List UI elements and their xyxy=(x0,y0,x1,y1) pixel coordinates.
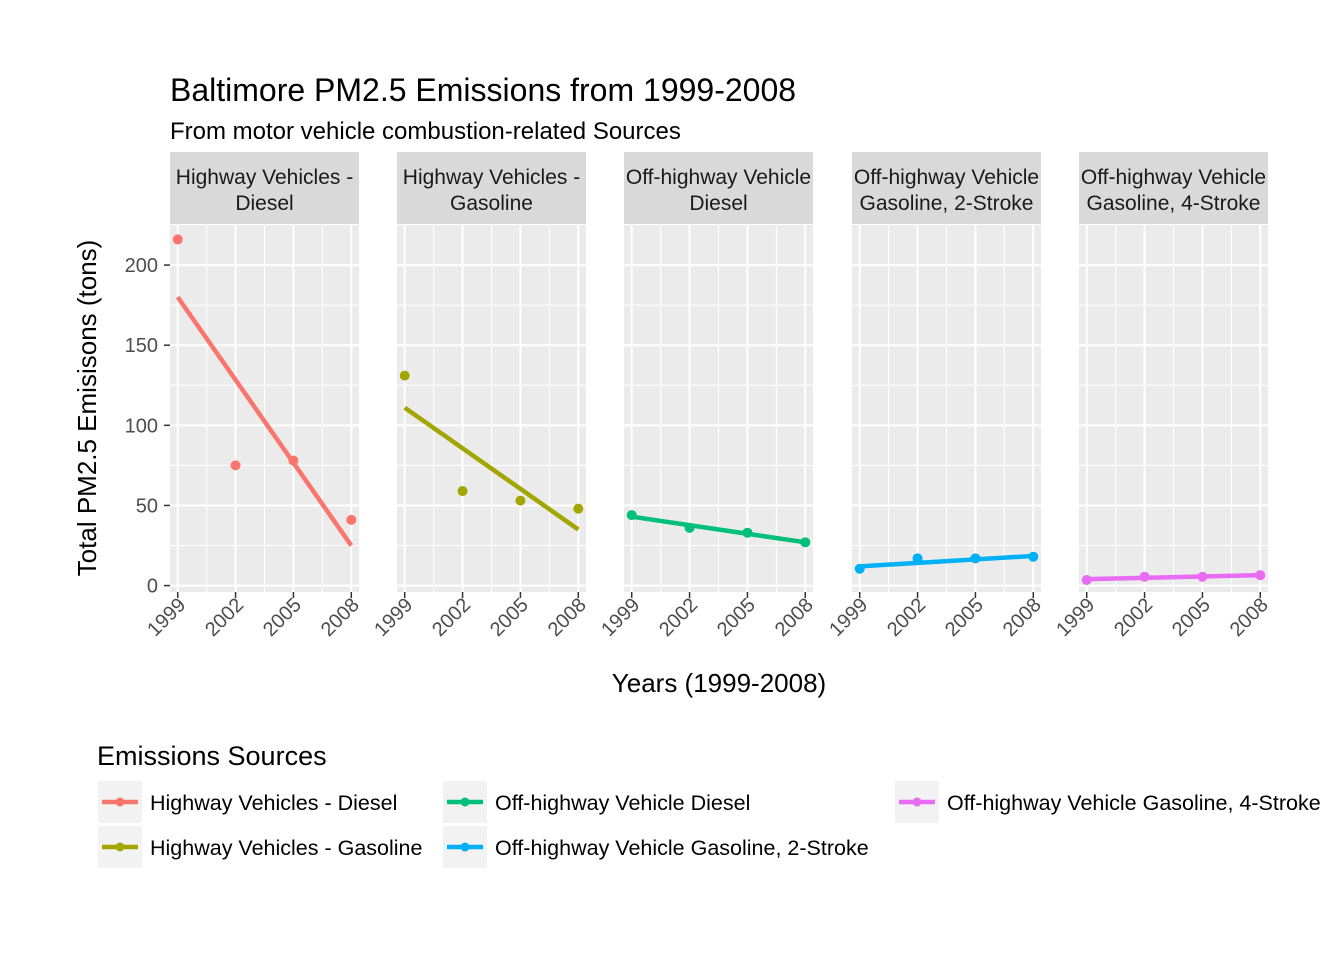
legend-key-point xyxy=(115,842,125,852)
legend-key-point xyxy=(115,797,125,807)
x-tick-label: 1999 xyxy=(370,594,417,641)
facet-panel: Off-highway Vehicle Gasoline, 2-Stroke 199… xyxy=(825,152,1046,641)
x-tick-label: 2002 xyxy=(655,594,702,641)
facet-strip xyxy=(624,152,813,224)
facet-strip-label: Highway Vehicles - xyxy=(176,166,353,189)
facet-strip-label: Off-highway Vehicle xyxy=(626,166,811,189)
y-tick-label: 50 xyxy=(136,495,158,517)
data-point xyxy=(230,460,241,471)
x-tick-label: 2005 xyxy=(486,594,533,641)
data-point xyxy=(515,495,526,506)
legend-key-point xyxy=(912,797,922,807)
facet-strip-label: Off-highway Vehicle xyxy=(854,166,1039,189)
data-point xyxy=(854,563,865,574)
facet-strip-label: Gasoline, 2-Stroke xyxy=(860,192,1034,215)
legend: Highway Vehicles - Diesel Highway Vehicle… xyxy=(98,781,1321,868)
x-tick-label: 2002 xyxy=(201,594,248,641)
x-tick-label: 2005 xyxy=(941,594,988,641)
data-point xyxy=(684,522,695,533)
legend-item: Highway Vehicles - Diesel xyxy=(98,781,397,823)
chart-title: Baltimore PM2.5 Emissions from 1999-2008 xyxy=(170,72,796,108)
facet-strip xyxy=(170,152,359,224)
legend-label: Off-highway Vehicle Diesel xyxy=(495,791,750,815)
facet-panel: Highway Vehicles - Diesel 1999 2002 2005 2008 xyxy=(143,152,364,641)
facet-strip-label: Diesel xyxy=(235,192,293,215)
data-point xyxy=(1255,570,1266,581)
legend-key-point xyxy=(460,842,470,852)
x-tick-label: 1999 xyxy=(597,594,644,641)
x-tick-label: 1999 xyxy=(143,594,190,641)
facet-panel: Off-highway Vehicle Gasoline, 4-Stroke 199… xyxy=(1052,152,1273,641)
facet-panel: Highway Vehicles - Gasoline 1999 2002 2005 20… xyxy=(370,152,591,641)
data-point xyxy=(626,510,637,521)
x-tick-label: 1999 xyxy=(825,594,872,641)
y-tick-label: 0 xyxy=(147,576,158,598)
y-tick-label: 200 xyxy=(125,255,158,277)
facet-panel: Off-highway Vehicle Diesel 1999 2002 2005 200… xyxy=(597,152,818,641)
x-axis-title: Years (1999-2008) xyxy=(612,668,826,698)
facet-strip xyxy=(852,152,1041,224)
data-point xyxy=(1081,574,1092,585)
y-tick-label: 150 xyxy=(125,335,158,357)
y-axis-title: Total PM2.5 Emisisons (tons) xyxy=(72,240,102,577)
x-tick-label: 2005 xyxy=(1168,594,1215,641)
x-tick-label: 2008 xyxy=(544,594,591,641)
x-tick-label: 2008 xyxy=(771,594,818,641)
facet-strip-label: Diesel xyxy=(689,192,747,215)
data-point xyxy=(1028,551,1039,562)
x-tick-label: 2008 xyxy=(317,594,364,641)
data-point xyxy=(172,234,183,245)
trend-line xyxy=(1086,572,1261,582)
data-point xyxy=(1197,571,1208,582)
x-tick-label: 1999 xyxy=(1052,594,1099,641)
data-point xyxy=(800,537,811,548)
legend-label: Off-highway Vehicle Gasoline, 4-Stroke xyxy=(947,791,1321,815)
x-tick-label: 2008 xyxy=(1226,594,1273,641)
legend-key-point xyxy=(460,797,470,807)
x-tick-label: 2005 xyxy=(713,594,760,641)
facet-strip xyxy=(397,152,586,224)
trend-line xyxy=(175,295,354,547)
facet-strip-label: Off-highway Vehicle xyxy=(1081,166,1266,189)
legend-label: Highway Vehicles - Gasoline xyxy=(150,836,422,860)
data-point xyxy=(742,527,753,538)
facet-strip xyxy=(1079,152,1268,224)
facet-strip-label: Highway Vehicles - xyxy=(403,166,580,189)
data-point xyxy=(399,370,410,381)
trend-line xyxy=(403,405,580,532)
legend-item: Off-highway Vehicle Gasoline, 2-Stroke xyxy=(443,826,869,868)
facet-strip-label: Gasoline, 4-Stroke xyxy=(1087,192,1261,215)
data-point xyxy=(457,486,468,497)
x-tick-label: 2008 xyxy=(999,594,1046,641)
y-axis: 0 50 100 150 200 xyxy=(125,255,170,598)
data-point xyxy=(346,514,357,525)
data-point xyxy=(912,553,923,564)
legend-item: Off-highway Vehicle Diesel xyxy=(443,781,750,823)
facet-strip-label: Gasoline xyxy=(450,192,533,215)
data-point xyxy=(970,553,981,564)
legend-item: Highway Vehicles - Gasoline xyxy=(98,826,422,868)
legend-item: Off-highway Vehicle Gasoline, 4-Stroke xyxy=(895,781,1321,823)
x-tick-label: 2005 xyxy=(259,594,306,641)
data-point xyxy=(288,455,299,466)
trend-line xyxy=(859,553,1034,569)
chart-subtitle: From motor vehicle combustion-related So… xyxy=(170,118,681,145)
y-tick-label: 100 xyxy=(125,415,158,437)
trend-line xyxy=(631,514,806,545)
legend-title: Emissions Sources xyxy=(97,741,327,771)
data-point xyxy=(1139,571,1150,582)
x-tick-label: 2002 xyxy=(883,594,930,641)
x-tick-label: 2002 xyxy=(1110,594,1157,641)
legend-label: Off-highway Vehicle Gasoline, 2-Stroke xyxy=(495,836,869,860)
data-point xyxy=(573,503,584,514)
legend-label: Highway Vehicles - Diesel xyxy=(150,791,397,815)
x-tick-label: 2002 xyxy=(428,594,475,641)
